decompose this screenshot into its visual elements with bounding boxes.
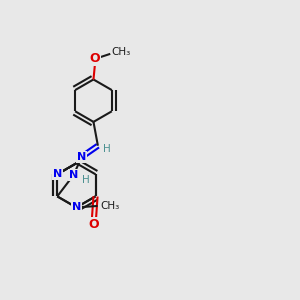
Text: N: N xyxy=(69,170,78,180)
Text: H: H xyxy=(103,144,111,154)
Text: CH₃: CH₃ xyxy=(100,201,119,211)
Text: O: O xyxy=(90,52,100,65)
Text: O: O xyxy=(89,218,99,231)
Text: N: N xyxy=(72,202,81,212)
Text: CH₃: CH₃ xyxy=(112,47,131,57)
Text: N: N xyxy=(52,169,62,179)
Text: H: H xyxy=(82,175,89,184)
Text: N: N xyxy=(77,152,86,162)
